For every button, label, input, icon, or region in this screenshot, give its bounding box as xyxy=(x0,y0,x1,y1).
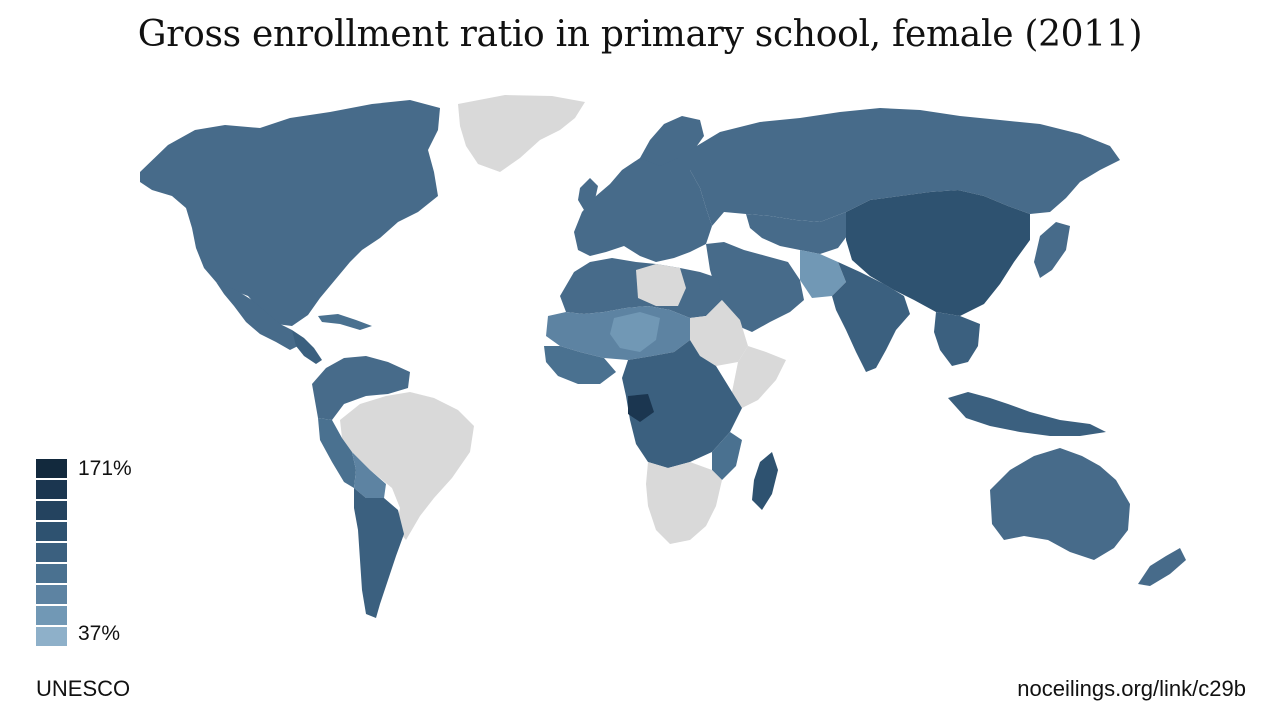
map-title: Gross enrollment ratio in primary school… xyxy=(137,14,1143,55)
russia-region xyxy=(690,108,1120,226)
legend-swatch xyxy=(36,480,67,499)
libya-region xyxy=(636,264,686,306)
scandinavia-region xyxy=(640,116,704,166)
central-africa-region xyxy=(622,340,742,468)
southern-africa-region xyxy=(646,462,722,544)
bolivia-region xyxy=(352,452,386,498)
caribbean-region xyxy=(318,314,372,330)
legend-swatch xyxy=(36,522,67,541)
source-link[interactable]: noceilings.org/link/c29b xyxy=(1017,676,1246,701)
central-asia-region xyxy=(746,212,850,254)
north-america-region xyxy=(140,100,440,326)
south-america-north-region xyxy=(312,356,410,420)
legend-swatch xyxy=(36,543,67,562)
east-africa-region xyxy=(712,432,742,480)
legend-min-label: 37% xyxy=(78,622,121,645)
southern-cone-region xyxy=(354,488,404,618)
andes-region xyxy=(318,418,356,488)
madagascar-region xyxy=(752,452,778,510)
china-region xyxy=(846,190,1030,316)
japan-region xyxy=(1034,222,1070,278)
india-region xyxy=(832,262,910,372)
west-africa-region xyxy=(544,346,616,384)
mexico-region xyxy=(216,282,300,350)
brazil-region xyxy=(340,392,474,540)
source-label: UNESCO xyxy=(36,676,131,701)
legend-swatch xyxy=(36,627,67,646)
legend-swatch xyxy=(36,606,67,625)
afghanistan-region xyxy=(800,250,846,298)
australia-region xyxy=(990,448,1130,560)
legend-swatch xyxy=(36,501,67,520)
legend-max-label: 171% xyxy=(78,457,132,480)
europe-region xyxy=(574,140,712,262)
niger-region xyxy=(610,312,660,352)
horn-of-africa-region xyxy=(732,346,786,408)
uk-region xyxy=(578,178,598,210)
color-legend: 171% 37% xyxy=(36,457,176,649)
greenland-region xyxy=(458,95,585,172)
sudan-region xyxy=(690,300,748,366)
southeast-asia-region xyxy=(934,312,980,366)
legend-swatch xyxy=(36,564,67,583)
gabon-region xyxy=(628,394,654,422)
central-america-region xyxy=(292,330,322,364)
legend-swatch xyxy=(36,585,67,604)
new-zealand-region xyxy=(1138,548,1186,586)
indonesia-region xyxy=(948,392,1106,436)
legend-swatch xyxy=(36,459,67,478)
